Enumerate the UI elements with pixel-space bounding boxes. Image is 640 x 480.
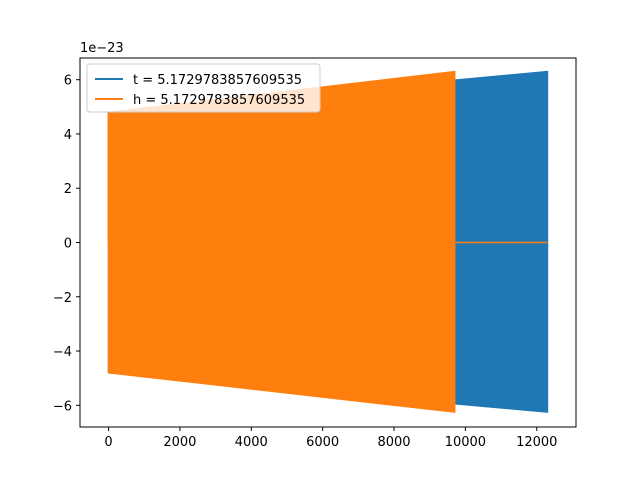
y-tick-label: 0 [64,237,72,252]
x-tick-label: 6000 [306,435,339,450]
legend-label-1: t = 5.1729783857609535 [133,73,302,88]
legend-label-2: h = 5.1729783857609535 [133,93,305,108]
y-tick-label: 2 [64,182,72,197]
legend-box [86,63,321,113]
x-axis: 0 2000 4000 6000 8000 10000 12000 [104,427,557,450]
y-tick-label: 4 [64,128,72,143]
x-tick-label: 12000 [516,435,557,450]
y-tick-label: −6 [53,399,72,414]
y-tick-label: −2 [53,291,72,306]
y-offset-label: 1e−23 [80,41,124,56]
legend: t = 5.1729783857609535 h = 5.172978385760… [86,63,321,113]
x-tick-label: 2000 [163,435,196,450]
x-tick-label: 8000 [377,435,410,450]
series-2-band [107,70,456,413]
y-axis: −6 −4 −2 0 2 4 6 [53,74,80,414]
y-tick-label: 6 [64,74,72,89]
y-tick-label: −4 [53,345,72,360]
series-layer [107,70,549,413]
x-tick-label: 4000 [235,435,268,450]
x-tick-label: 10000 [445,435,486,450]
x-tick-label: 0 [104,435,112,450]
